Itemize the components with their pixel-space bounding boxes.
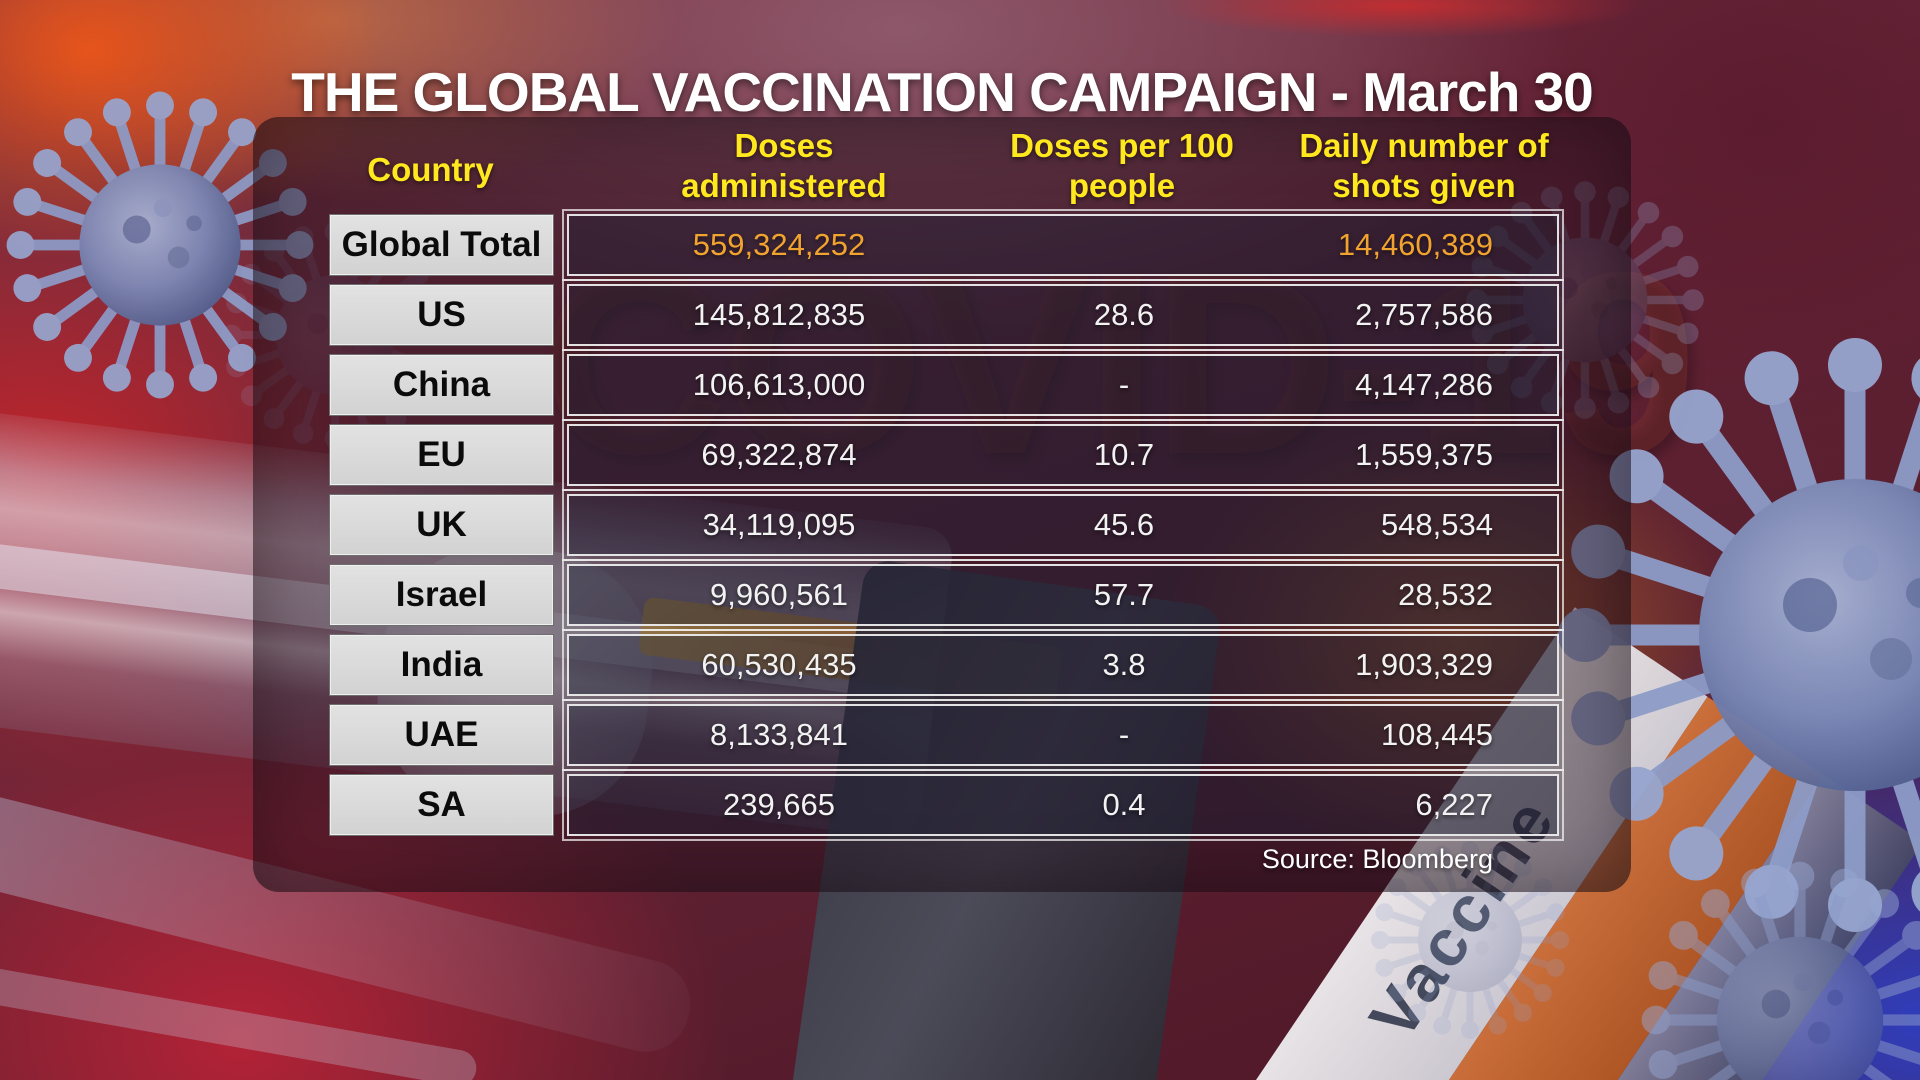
- country-cell: SA: [329, 774, 554, 836]
- table-row: UK 34,119,095 45.6 548,534: [329, 489, 1564, 561]
- source-label: Source: Bloomberg: [1261, 844, 1493, 874]
- daily-cell: 1,559,375: [1355, 437, 1493, 472]
- table-row: SA 239,665 0.4 6,227: [329, 769, 1564, 841]
- table-row: Israel 9,960,561 57.7 28,532: [329, 559, 1564, 631]
- country-cell: UK: [329, 494, 554, 556]
- column-header-doses-per-100: Doses per 100 people: [1010, 127, 1234, 205]
- per100-cell: -: [1118, 717, 1130, 752]
- table-row: EU 69,322,874 10.7 1,559,375: [329, 419, 1564, 491]
- column-header-daily-shots: Daily number of shots given: [1299, 127, 1549, 205]
- per100-cell: 0.4: [1102, 787, 1146, 822]
- column-header-doses-administered: Doses administered: [681, 127, 887, 205]
- per100-cell: 45.6: [1093, 507, 1155, 542]
- daily-cell: 548,534: [1380, 507, 1493, 542]
- per100-cell: 57.7: [1093, 577, 1155, 612]
- per100-cell: 10.7: [1093, 437, 1155, 472]
- data-strip: 60,530,435 3.8 1,903,329: [562, 629, 1564, 701]
- country-cell: EU: [329, 424, 554, 486]
- doses-cell: 34,119,095: [702, 507, 856, 542]
- data-strip: 8,133,841 - 108,445: [562, 699, 1564, 771]
- data-strip: 145,812,835 28.6 2,757,586: [562, 279, 1564, 351]
- country-cell: Global Total: [329, 214, 554, 276]
- country-cell: China: [329, 354, 554, 416]
- data-strip: 239,665 0.4 6,227: [562, 769, 1564, 841]
- country-cell: Israel: [329, 564, 554, 626]
- per100-cell: 28.6: [1093, 297, 1155, 332]
- daily-cell: 108,445: [1380, 717, 1493, 752]
- daily-cell: 2,757,586: [1355, 297, 1493, 332]
- country-cell: US: [329, 284, 554, 346]
- page-title: THE GLOBAL VACCINATION CAMPAIGN - March …: [291, 61, 1594, 123]
- daily-cell: 6,227: [1415, 787, 1493, 822]
- table-row: China 106,613,000 - 4,147,286: [329, 349, 1564, 421]
- doses-cell: 145,812,835: [692, 297, 866, 332]
- doses-cell: 9,960,561: [710, 577, 848, 612]
- doses-cell: 69,322,874: [701, 437, 857, 472]
- doses-cell: 106,613,000: [692, 367, 866, 402]
- data-strip: 106,613,000 - 4,147,286: [562, 349, 1564, 421]
- daily-cell: 4,147,286: [1355, 367, 1493, 402]
- country-cell: UAE: [329, 704, 554, 766]
- daily-cell: 1,903,329: [1355, 647, 1493, 682]
- data-strip: 34,119,095 45.6 548,534: [562, 489, 1564, 561]
- per100-cell: -: [1118, 367, 1130, 402]
- daily-cell: 28,532: [1398, 577, 1493, 612]
- table-row: UAE 8,133,841 - 108,445: [329, 699, 1564, 771]
- data-strip: 69,322,874 10.7 1,559,375: [562, 419, 1564, 491]
- column-header-country: Country: [367, 151, 494, 188]
- doses-cell: 239,665: [722, 787, 836, 822]
- doses-cell: 559,324,252: [692, 227, 866, 262]
- vaccination-table: Global Total 559,324,252 14,460,389 US 1…: [329, 209, 1564, 841]
- per100-cell: 3.8: [1102, 647, 1146, 682]
- doses-cell: 8,133,841: [710, 717, 848, 752]
- table-row: Global Total 559,324,252 14,460,389: [329, 209, 1564, 281]
- data-strip: 9,960,561 57.7 28,532: [562, 559, 1564, 631]
- daily-cell: 14,460,389: [1337, 227, 1493, 262]
- data-strip: 559,324,252 14,460,389: [562, 209, 1564, 281]
- doses-cell: 60,530,435: [701, 647, 857, 682]
- table-row: India 60,530,435 3.8 1,903,329: [329, 629, 1564, 701]
- table-row: US 145,812,835 28.6 2,757,586: [329, 279, 1564, 351]
- country-cell: India: [329, 634, 554, 696]
